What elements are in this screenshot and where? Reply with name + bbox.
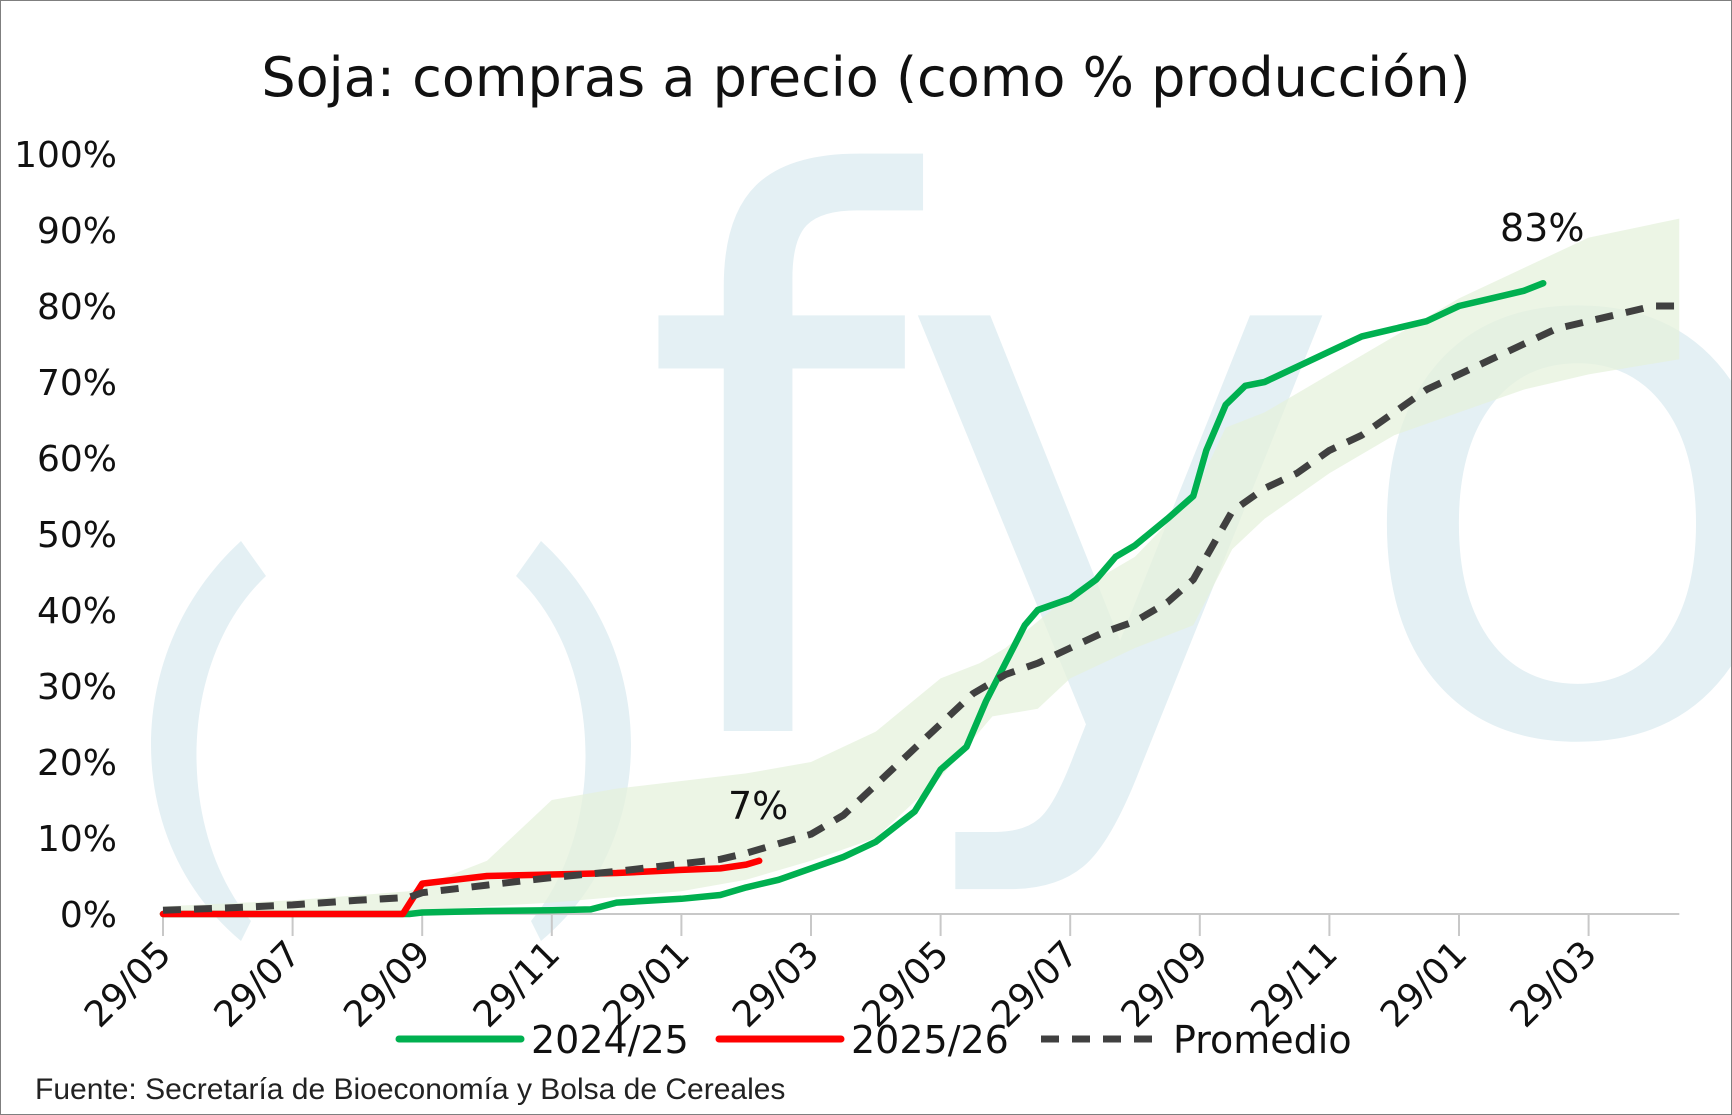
series-line-promedio [162, 302, 1680, 914]
x-tick-label: 29/07 [207, 933, 309, 1035]
x-tick-label: 29/03 [725, 933, 827, 1035]
y-tick-label: 30% [37, 667, 117, 708]
legend-label: 2025/26 [851, 1018, 1009, 1062]
y-tick-label: 0% [60, 895, 117, 936]
source-note: Fuente: Secretaría de Bioeconomía y Bols… [35, 1073, 785, 1106]
y-tick-label: 90% [37, 211, 117, 252]
data-annotation: 7% [728, 784, 788, 828]
range-band [163, 218, 1680, 915]
x-tick-label: 29/01 [1373, 933, 1475, 1035]
chart-title: Soja: compras a precio (como % producció… [261, 46, 1470, 109]
y-tick-label: 20% [37, 743, 117, 784]
x-tick-label: 29/09 [336, 933, 438, 1035]
legend-label: Promedio [1173, 1018, 1352, 1062]
x-tick-label: 29/03 [1503, 933, 1605, 1035]
series-layer [159, 279, 1680, 918]
watermark-left-arc [151, 541, 266, 941]
series-line-2025-26 [159, 857, 763, 918]
y-tick-label: 40% [37, 591, 117, 632]
y-tick-label: 100% [14, 135, 117, 176]
y-tick-label: 10% [37, 819, 117, 860]
legend-label: 2024/25 [531, 1018, 689, 1062]
y-tick-label: 70% [37, 363, 117, 404]
band-layer [163, 218, 1680, 915]
y-tick-label: 80% [37, 287, 117, 328]
data-annotation: 83% [1500, 206, 1584, 250]
legend: 2024/25 2025/26 Promedio [395, 1018, 1352, 1062]
series-line-2024-25 [159, 279, 1547, 918]
annotation-layer: 7% 83% [728, 206, 1584, 828]
y-tick-label: 60% [37, 439, 117, 480]
x-tick-label: 29/05 [77, 933, 179, 1035]
watermark-fyo-logo: fyo [151, 27, 1731, 941]
y-tick-label: 50% [37, 515, 117, 556]
